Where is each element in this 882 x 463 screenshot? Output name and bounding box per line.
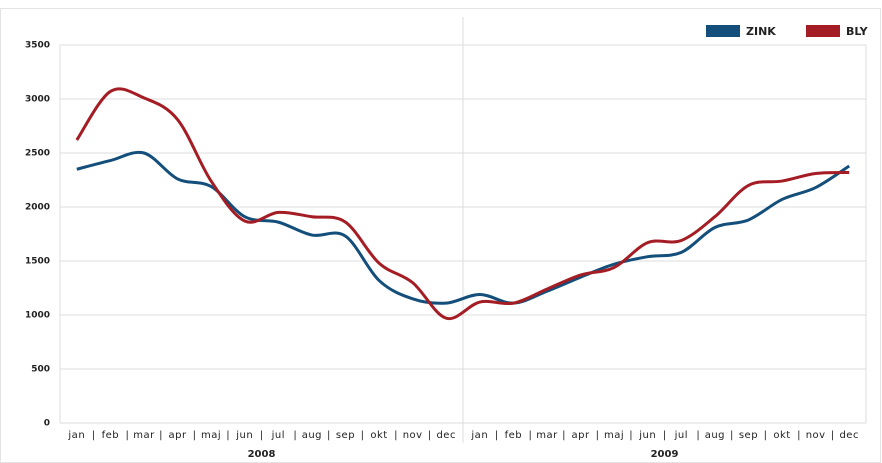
line-series [75, 87, 850, 321]
group-label: 2008 [248, 449, 276, 460]
x-separator: | [159, 430, 162, 441]
x-separator: | [730, 430, 733, 441]
x-tick-label: apr [571, 430, 589, 441]
x-tick-label: aug [302, 430, 322, 441]
x-tick-label: sep [336, 430, 355, 441]
x-separator: | [327, 430, 330, 441]
x-tick-label: jun [235, 430, 253, 441]
x-tick-label: mar [133, 430, 155, 441]
x-tick-label: dec [436, 430, 456, 441]
x-tick-label: okt [370, 430, 387, 441]
y-tick-label: 2000 [25, 203, 50, 213]
x-separator: | [528, 430, 531, 441]
y-tick-label: 3500 [25, 41, 50, 51]
legend-label: BLY [846, 25, 869, 38]
x-tick-label: mar [536, 430, 558, 441]
x-separator: | [361, 430, 364, 441]
x-separator: | [226, 430, 229, 441]
group-label: 2009 [651, 449, 679, 460]
x-separator: | [92, 430, 95, 441]
x-tick-label: nov [403, 430, 423, 441]
x-tick-label: maj [604, 430, 624, 441]
y-tick-label: 1500 [25, 257, 50, 267]
x-separator: | [394, 430, 397, 441]
x-separator: | [495, 430, 498, 441]
x-separator: | [663, 430, 666, 441]
chart-frame [0, 8, 881, 463]
x-tick-label: aug [705, 430, 725, 441]
x-separator: | [562, 430, 565, 441]
x-separator: | [260, 430, 263, 441]
legend-swatch [706, 25, 740, 37]
y-tick-label: 500 [31, 365, 50, 375]
x-tick-label: feb [102, 430, 120, 441]
x-separator: | [696, 430, 699, 441]
x-separator: | [125, 430, 128, 441]
x-separator: | [629, 430, 632, 441]
x-tick-label: apr [168, 430, 186, 441]
legend-label: ZINK [746, 25, 776, 38]
legend-swatch [806, 25, 840, 37]
x-tick-label: jun [638, 430, 656, 441]
x-tick-label: maj [201, 430, 221, 441]
x-tick-label: sep [739, 430, 758, 441]
x-tick-label: dec [839, 430, 859, 441]
y-tick-label: 2500 [25, 149, 50, 159]
x-separator: | [831, 430, 834, 441]
x-tick-label: jan [470, 430, 488, 441]
x-separator: | [797, 430, 800, 441]
x-tick-label: jan [67, 430, 85, 441]
x-tick-label: nov [806, 430, 826, 441]
y-tick-label: 0 [44, 419, 50, 429]
x-separator: | [596, 430, 599, 441]
x-separator: | [428, 430, 431, 441]
x-tick-label: jul [674, 430, 688, 441]
x-tick-label: jul [271, 430, 285, 441]
x-tick-label: feb [505, 430, 523, 441]
x-separator: | [193, 430, 196, 441]
x-separator: | [764, 430, 767, 441]
line-series [76, 150, 851, 305]
x-tick-label: okt [773, 430, 790, 441]
y-tick-label: 3000 [25, 95, 50, 105]
y-tick-label: 1000 [25, 311, 50, 321]
x-separator: | [293, 430, 296, 441]
